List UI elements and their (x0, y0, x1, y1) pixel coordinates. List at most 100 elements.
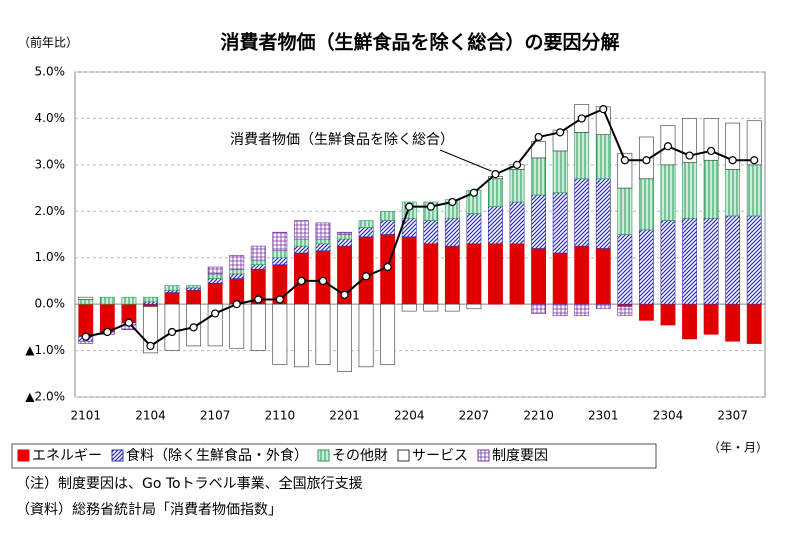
legend-label: エネルギー (32, 448, 102, 464)
bar-segment (703, 303, 719, 335)
legend-label: その他財 (332, 448, 388, 464)
legend-swatch (317, 449, 330, 462)
line-point (146, 341, 155, 351)
bar-segment (207, 266, 223, 275)
bar-segment (250, 259, 266, 265)
bar-segment (337, 303, 352, 372)
bar-segment (315, 238, 331, 245)
x-tick-label: 2301 (588, 409, 619, 423)
x-tick-label: 2110 (265, 409, 296, 423)
line-point (361, 272, 371, 281)
x-tick-label: 2210 (523, 409, 554, 423)
line-point (383, 262, 392, 272)
y-axis-label: （前年比） (18, 35, 78, 50)
bar-segment (488, 206, 503, 245)
bar-segment (380, 220, 396, 235)
bar-segment (229, 303, 245, 349)
bar-segment (250, 264, 266, 270)
line-point (750, 156, 759, 165)
bar-segment (293, 245, 309, 254)
line-point (728, 156, 737, 165)
bar-segment (552, 252, 568, 305)
bar-segment (229, 269, 245, 275)
line-annotation: 消費者物価（生鮮食品を除く総合） (230, 131, 454, 148)
line-point (318, 276, 328, 286)
bar-segment (638, 303, 654, 321)
bar-segment (99, 296, 115, 305)
bar-segment (531, 248, 547, 305)
bar-segment (315, 303, 331, 365)
legend-label: サービス (412, 448, 468, 464)
bar-segment (250, 303, 266, 351)
bar-segment (186, 287, 202, 291)
bar-segment (725, 303, 741, 342)
y-tick-label: 2.0% (35, 204, 66, 218)
bar-segment (595, 303, 611, 310)
bar-segment (531, 194, 547, 249)
bar-segment (78, 299, 94, 305)
bar-segment (595, 134, 611, 180)
line-point (663, 142, 673, 151)
bar-segment (682, 118, 697, 163)
bar-segment (574, 132, 590, 180)
bar-segment (552, 192, 568, 254)
x-tick-label: 2304 (653, 409, 684, 423)
bar-segment (229, 255, 245, 270)
x-tick-label: 2307 (717, 409, 748, 423)
bar-segment (746, 215, 762, 305)
bar-segment (315, 222, 331, 240)
bar-segment (682, 162, 697, 219)
bar-segment (207, 282, 223, 305)
line-point (512, 160, 522, 169)
bar-segment (164, 285, 180, 291)
bar-segment (444, 217, 460, 247)
bar-segment (337, 238, 352, 247)
x-tick-label: 2204 (394, 409, 425, 423)
line-point (189, 323, 198, 332)
bar-segment (143, 301, 158, 305)
line-point (556, 128, 565, 137)
bar-segment (78, 303, 94, 337)
line-point (706, 146, 716, 156)
bar-segment (293, 303, 309, 368)
line-point (599, 105, 608, 114)
bar-segment (466, 303, 482, 310)
bar-segment (423, 220, 439, 245)
line-point (534, 132, 543, 142)
bar-segment (617, 234, 633, 305)
bar-segment (703, 217, 719, 305)
bar-segment (617, 306, 633, 317)
y-tick-label: 3.0% (35, 157, 66, 171)
bar-segment (186, 285, 202, 289)
bar-segment (725, 169, 741, 217)
bar-segment (401, 303, 417, 312)
bar-segment (617, 187, 633, 235)
bar-segment (638, 178, 654, 231)
y-tick-label: ▲1.0% (25, 343, 65, 357)
bar-segment (207, 273, 223, 279)
bar-segment (746, 164, 762, 217)
x-tick-label: 2201 (329, 409, 360, 423)
line-point (81, 332, 90, 341)
annotation-arrow (439, 149, 492, 172)
bar-segment (638, 229, 654, 305)
y-tick-label: ▲2.0% (25, 390, 65, 404)
line-point (297, 276, 306, 286)
bar-segment (531, 141, 547, 159)
x-axis-label: （年・月） (708, 441, 768, 455)
bar-segment (423, 303, 439, 312)
bar-segment (466, 213, 482, 245)
bar-segment (358, 220, 374, 228)
bar-segment (552, 303, 568, 317)
legend-swatch (111, 449, 124, 462)
bar-segment (99, 303, 115, 333)
legend-swatch (17, 449, 30, 462)
legend-swatch (477, 449, 490, 462)
bar-segment (660, 220, 676, 305)
bar-segment (444, 245, 460, 305)
bar-segment (509, 169, 525, 203)
bar-segment (703, 159, 719, 219)
bar-segment (574, 245, 590, 305)
line-point (448, 197, 457, 207)
